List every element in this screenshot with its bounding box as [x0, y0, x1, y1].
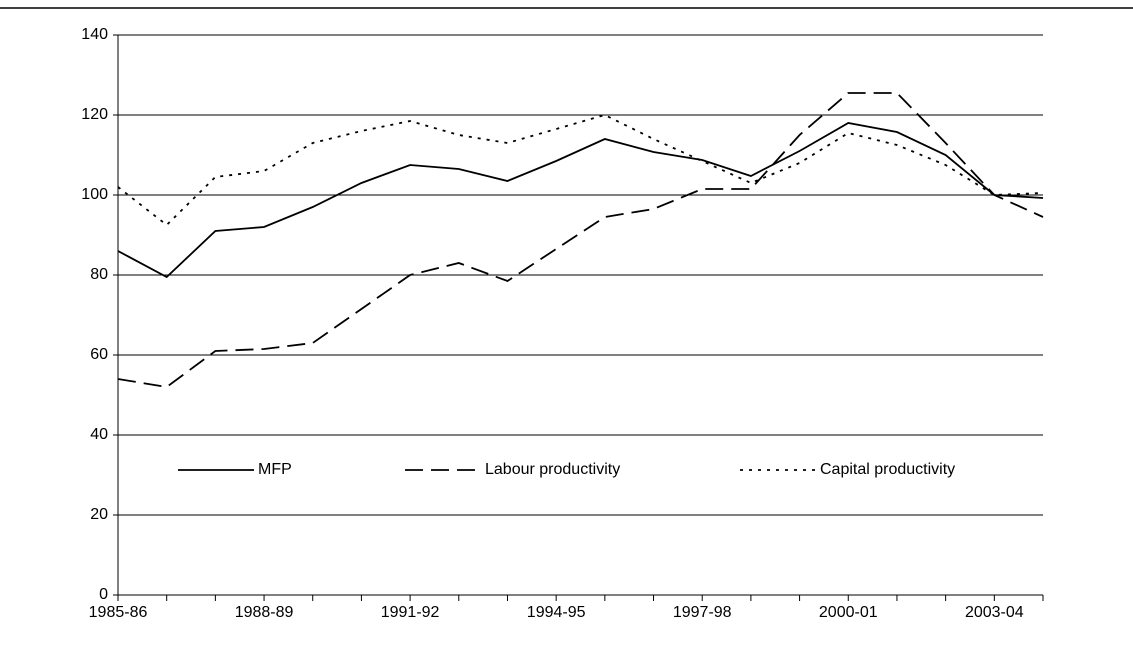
series-line [117, 122, 1044, 279]
x-tick-label: 1994-95 [527, 604, 586, 621]
y-tick-label: 0 [99, 586, 108, 603]
legend-label: Capital productivity [820, 461, 955, 478]
y-tick-label: 20 [90, 506, 108, 523]
x-tick-label: 1997-98 [673, 604, 732, 621]
x-tick-label: 1988-89 [235, 604, 294, 621]
x-tick-label: 1991-92 [381, 604, 440, 621]
series-line [117, 114, 1044, 227]
x-tick-label: 2003-04 [965, 604, 1024, 621]
y-tick-label: 100 [81, 186, 108, 203]
x-tick-label: 1985-86 [89, 604, 148, 621]
legend-label: MFP [258, 461, 292, 478]
y-tick-label: 60 [90, 346, 108, 363]
legend-label: Labour productivity [485, 461, 620, 478]
series-line [117, 92, 1044, 388]
y-tick-label: 40 [90, 426, 108, 443]
y-tick-label: 140 [81, 26, 108, 43]
y-tick-label: 80 [90, 266, 108, 283]
y-tick-label: 120 [81, 106, 108, 123]
x-tick-label: 2000-01 [819, 604, 878, 621]
